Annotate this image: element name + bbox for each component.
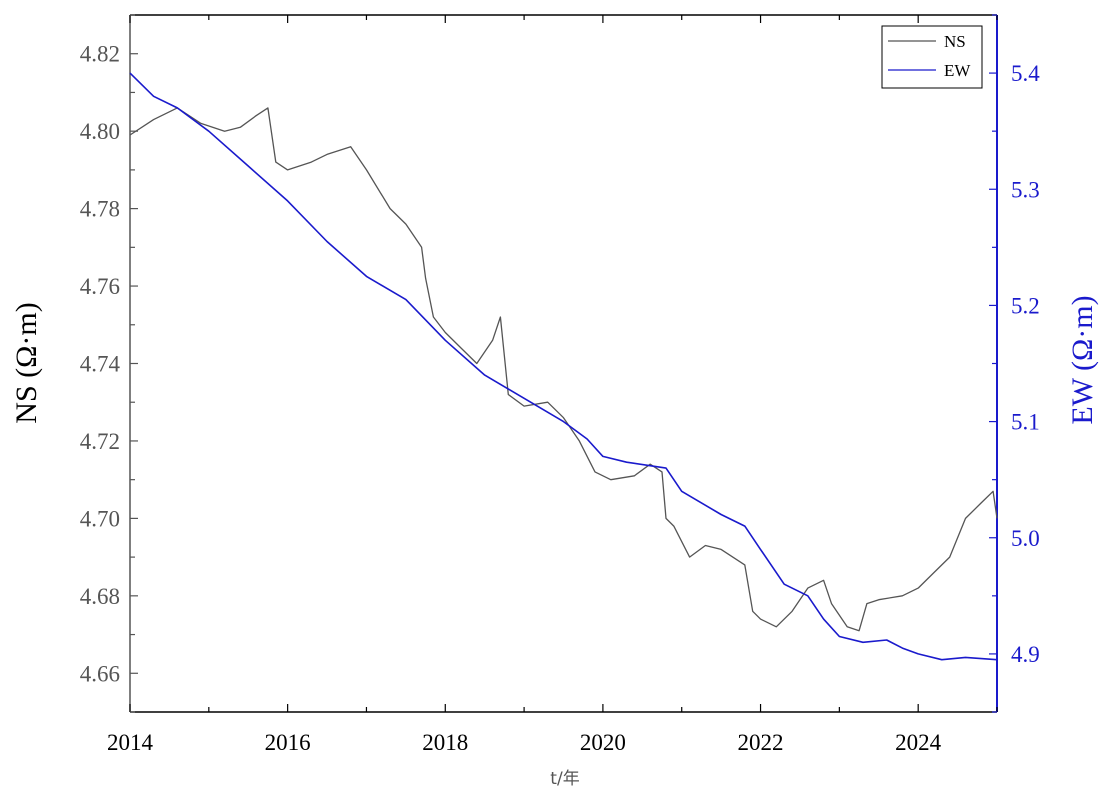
legend-label-ns: NS [944,32,966,51]
right-y-tick-label: 5.1 [1011,410,1040,435]
x-tick-label: 2020 [580,730,626,755]
x-tick-label: 2024 [895,730,942,755]
x-tick-label: 2014 [107,730,154,755]
left-y-tick-label: 4.78 [80,197,120,222]
series-layer [129,72,998,661]
plot-frame [129,14,998,713]
x-axis: 2014 2016 2018 2020 2022 2024 [107,15,998,755]
left-y-tick-label: 4.72 [80,429,120,454]
left-y-tick-label: 4.82 [80,42,120,67]
series-line-ew [129,72,998,661]
right-y-axis: 4.9 5.0 5.1 5.2 5.3 5.4 [989,14,1040,713]
right-y-tick-label: 4.9 [1011,642,1040,667]
x-tick-label: 2018 [422,730,468,755]
left-y-tick-label: 4.68 [80,584,120,609]
left-y-tick-label: 4.74 [80,352,121,377]
right-y-axis-label: EW (Ω·m) [1066,295,1099,424]
x-axis-label: t/年 [550,769,579,789]
series-line-ns [129,107,998,632]
x-tick-label: 2016 [265,730,311,755]
legend: NS EW [881,25,983,89]
right-y-tick-label: 5.3 [1011,177,1040,202]
left-y-tick-label: 4.66 [80,661,120,686]
legend-box [881,25,983,89]
left-y-tick-label: 4.70 [80,506,120,531]
right-y-tick-label: 5.0 [1011,526,1040,551]
legend-label-ew: EW [944,61,971,80]
right-y-tick-label: 5.4 [1011,61,1040,86]
left-y-tick-label: 4.76 [80,274,120,299]
x-tick-label: 2022 [738,730,784,755]
left-y-tick-label: 4.80 [80,119,120,144]
left-y-axis-label: NS (Ω·m) [10,302,43,423]
right-y-tick-label: 5.2 [1011,293,1040,318]
left-y-axis: 4.66 4.68 4.70 4.72 4.74 4.76 4.78 4.80 4.82 [80,14,138,713]
